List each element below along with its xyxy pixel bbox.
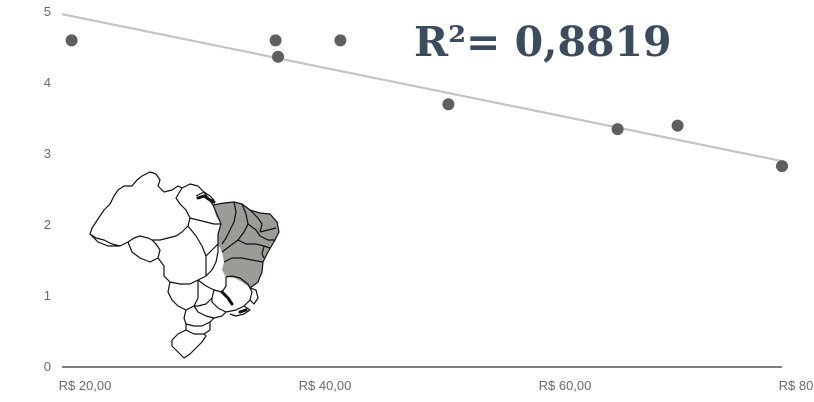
data-point [442, 98, 455, 111]
points-layer [65, 34, 788, 173]
y-tick-label: 0 [44, 359, 51, 374]
y-tick-label: 4 [44, 75, 51, 90]
x-tick-label: R$ 40,00 [299, 378, 352, 393]
trendline [61, 13, 783, 163]
data-point [671, 119, 684, 132]
brazil-map-icon [89, 171, 280, 359]
x-tick-label: R$ 80,00 [779, 378, 814, 393]
data-point [334, 34, 347, 47]
x-tick-label: R$ 60,00 [539, 378, 592, 393]
y-tick-label: 5 [44, 4, 51, 19]
trendline-layer [61, 13, 783, 163]
x-tick-label: R$ 20,00 [59, 378, 112, 393]
y-tick-label: 2 [44, 217, 51, 232]
y-tick-label: 1 [44, 288, 51, 303]
data-point [269, 34, 282, 47]
data-point [776, 160, 788, 173]
r-squared-annotation: R²= 0,8819 [414, 18, 672, 66]
data-point [611, 123, 624, 136]
axes-layer: 0 1 2 3 4 5 R$ 20,00 R$ 40,00 R$ 60,00 R$ 80,00 [44, 4, 814, 393]
y-tick-label: 3 [44, 146, 51, 161]
data-point [65, 34, 78, 47]
data-point [272, 50, 284, 63]
